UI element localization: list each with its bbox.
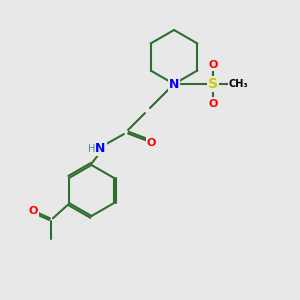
Text: N: N	[95, 142, 106, 155]
Text: H: H	[88, 143, 95, 154]
Text: O: O	[147, 137, 156, 148]
Text: S: S	[208, 77, 218, 91]
Text: O: O	[29, 206, 38, 216]
Text: N: N	[169, 77, 179, 91]
Text: CH₃: CH₃	[229, 79, 248, 89]
Text: O: O	[208, 59, 218, 70]
Text: O: O	[208, 98, 218, 109]
